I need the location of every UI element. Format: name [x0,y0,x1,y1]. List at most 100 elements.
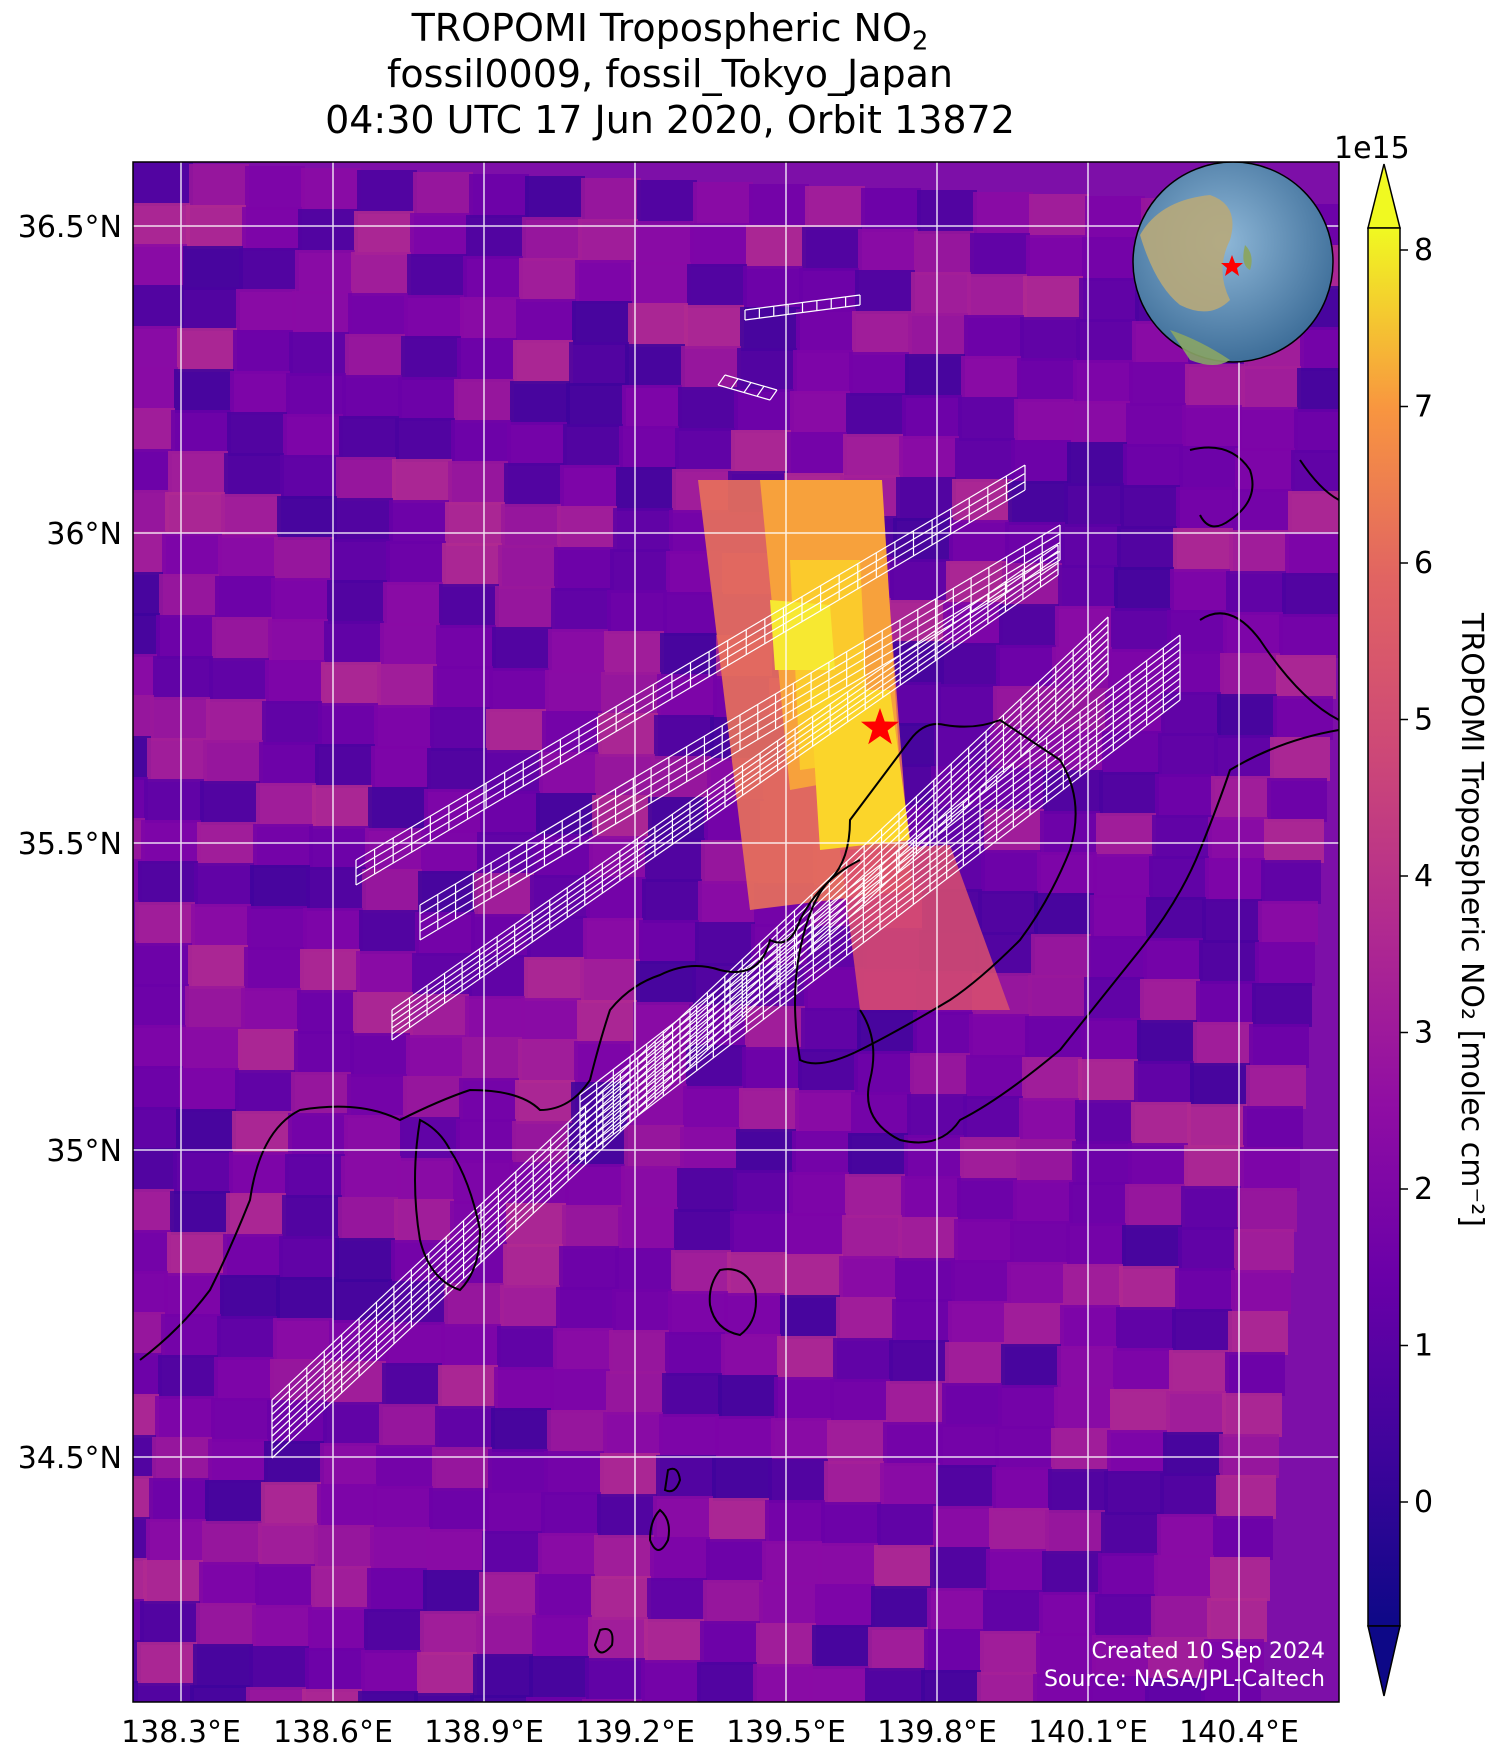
no2-pixel [526,1697,586,1702]
no2-pixel [1235,448,1295,492]
no2-pixel [469,174,529,218]
globe-target-icon [1221,255,1243,276]
no2-pixel [1061,524,1121,568]
colorbar-label: TROPOMI Tropospheric NO₂ [molec cm⁻²] [1454,612,1489,1227]
no2-pixel [1045,1510,1105,1554]
no2-pixel [25,1638,85,1682]
no2-pixel [824,1461,884,1505]
no2-pixel [624,1125,684,1169]
no2-pixel [302,1689,362,1702]
longitude-tick-label: 140.4°E [1179,1715,1299,1750]
no2-pixel [1202,899,1262,943]
no2-pixel [133,1312,165,1356]
no2-pixel [1008,481,1068,525]
credit-source: Source: NASA/JPL-Caltech [1044,1667,1325,1692]
no2-pixel [233,330,293,374]
no2-pixel [253,824,313,868]
no2-pixel [612,1289,672,1333]
no2-pixel [498,545,558,589]
no2-pixel [271,578,331,622]
no2-pixel [1193,1022,1253,1066]
no2-pixel [1276,655,1336,699]
satellite-track-mesh [271,616,1109,1459]
no2-pixel [680,1127,740,1171]
no2-pixel [858,229,918,273]
no2-pixel [229,1152,289,1196]
no2-pixel [662,1373,722,1417]
no2-pixel [386,541,446,585]
no2-pixel [1285,532,1339,576]
no2-pixel [345,334,405,378]
no2-pixel [247,906,307,950]
no2-pixel [1075,1100,1135,1144]
no2-pixel [235,1070,295,1114]
no2-pixel [295,250,355,294]
no2-pixel [439,584,499,628]
no2-pixel [191,904,251,948]
no2-pixel [780,1295,840,1339]
no2-pixel [382,1363,442,1407]
no2-pixel [1143,938,1203,982]
no2-pixel [286,373,346,417]
no2-pixel [133,1230,171,1274]
no2-pixel [435,1406,495,1450]
no2-pixel [1111,608,1171,652]
no2-pixel [1222,1393,1282,1437]
no2-pixel [255,1564,315,1608]
no2-pixel [150,697,210,741]
no2-pixel [830,1379,890,1423]
no2-pixel [34,1515,94,1559]
no2-pixel [339,416,399,460]
colorbar: 1e15 8 7 6 5 4 3 2 1 0 TROPOMI Tropospheric NO₂ … [1334,131,1489,1697]
no2-pixel [789,1172,849,1216]
no2-pixel [244,947,304,991]
no2-pixel [430,707,490,751]
no2-pixel [380,623,440,667]
no2-pixel [591,1576,651,1620]
no2-pixel [494,1367,554,1411]
no2-pixel-field [25,162,1339,1702]
no2-pixel [394,1199,454,1243]
no2-pixel [135,902,195,946]
no2-pixel [404,295,464,339]
no2-pixel [924,1629,984,1673]
no2-pixel [211,1398,271,1442]
no2-pixel [786,1213,846,1257]
no2-pixel [258,1523,318,1567]
no2-pixel [718,1375,778,1419]
no2-pixel [273,1318,333,1362]
no2-pixel [1294,409,1339,453]
colorbar-tick-labels: 8 7 6 5 4 3 2 1 0 [1400,233,1433,1520]
no2-pixel [1031,934,1091,978]
no2-pixel [942,1383,1002,1427]
no2-pixel [618,1207,678,1251]
no2-pixel [913,1012,973,1056]
no2-pixel [341,1156,401,1200]
no2-pixel [317,1484,377,1528]
no2-pixel [854,1051,914,1095]
no2-pixel [202,1521,262,1565]
no2-pixel [1052,647,1112,691]
no2-pixel [324,621,384,665]
no2-pixel [603,1412,663,1456]
no2-pixel [373,1486,433,1530]
no2-pixel [420,1611,480,1655]
no2-pixel [1107,1430,1167,1474]
no2-pixel [1288,491,1339,535]
no2-pixel [444,1283,504,1327]
no2-pixel [407,254,467,298]
no2-pixel [1219,1434,1279,1478]
no2-pixel [413,172,473,216]
no2-pixel [958,397,1018,441]
no2-pixel [256,783,316,827]
no2-pixel [795,1090,855,1134]
no2-pixel [535,1574,595,1618]
satellite-track-mesh [391,544,1059,1041]
no2-pixel [1073,360,1133,404]
no2-pixel [647,1578,707,1622]
no2-pixel [165,492,225,536]
no2-pixel [495,586,555,630]
no2-pixel [1131,1102,1191,1146]
no2-pixel [659,1414,719,1458]
no2-pixel [594,1535,654,1579]
